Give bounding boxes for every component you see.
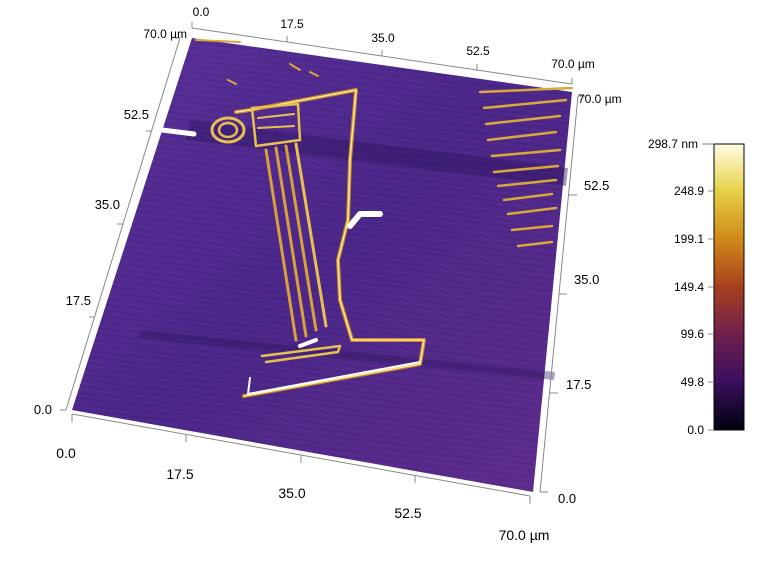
right-axis-tick: 70.0 µm <box>578 92 622 106</box>
colorbar-tick: 0.0 <box>687 423 704 437</box>
top-axis-tick: 0.0 <box>193 5 210 19</box>
ridge-coil <box>210 116 246 144</box>
colorbar-gradient <box>713 143 745 431</box>
spike <box>492 164 560 174</box>
surface-streaks <box>72 38 572 492</box>
colorbar-tick: 99.6 <box>681 327 705 341</box>
ridge-coil <box>217 121 239 139</box>
ridge-stripe <box>274 146 308 338</box>
spike <box>496 178 558 188</box>
right-axis: 0.0 17.5 35.0 52.5 70.0 µm <box>558 92 622 506</box>
surface-bright-feature <box>298 338 318 348</box>
surface-dark-band <box>138 330 555 380</box>
debris <box>309 71 319 77</box>
spike <box>482 98 568 110</box>
top-edge-debris <box>195 39 319 85</box>
right-axis-tick: 17.5 <box>566 377 591 392</box>
top-axis-tick: 17.5 <box>280 17 304 31</box>
right-axis-tick: 35.0 <box>574 272 599 287</box>
surface <box>72 38 574 492</box>
spike <box>502 192 554 202</box>
debris <box>289 63 301 71</box>
left-axis-tick: 70.0 µm <box>143 27 187 41</box>
bottom-axis: 0.0 17.5 35.0 52.5 70.0 µm <box>56 445 549 543</box>
colorbar-tick: 149.4 <box>674 280 704 294</box>
ridge-stripe <box>284 144 318 332</box>
spike <box>490 148 562 158</box>
colorbar-tick: 298.7 nm <box>648 137 698 151</box>
ridge-foot <box>247 361 421 395</box>
debris <box>227 79 237 85</box>
tick-marks <box>60 22 586 504</box>
bottom-axis-tick: 70.0 µm <box>499 527 550 543</box>
colorbar-ticks <box>702 143 714 431</box>
surface-bright-feature <box>159 127 197 137</box>
colorbar: 298.7 nm 248.9 199.1 149.4 99.6 49.8 0.0 <box>648 137 745 437</box>
colorbar-tick: 49.8 <box>681 375 705 389</box>
top-axis-tick: 35.0 <box>371 31 395 45</box>
ridge-coil-arm <box>257 125 295 129</box>
spike <box>510 224 554 232</box>
left-axis-tick: 35.0 <box>95 197 120 212</box>
bottom-axis-tick: 0.0 <box>56 445 76 461</box>
colorbar-tick: 248.9 <box>674 184 704 198</box>
ridge-foot <box>260 344 342 364</box>
left-axis: 0.0 17.5 35.0 52.5 70.0 µm <box>34 27 187 417</box>
spike <box>516 240 554 248</box>
surface-bright-feature <box>347 211 383 229</box>
spike <box>484 114 562 126</box>
surface-dark-band <box>186 120 568 186</box>
spike <box>478 86 574 94</box>
bottom-axis-tick: 52.5 <box>394 505 421 521</box>
spike <box>486 130 558 142</box>
ridge-stripe <box>294 142 328 328</box>
left-axis-tick: 0.0 <box>34 402 52 417</box>
top-axis-tick: 70.0 µm <box>551 57 595 71</box>
ridge-coil-arm <box>250 102 302 148</box>
debris <box>195 39 241 43</box>
ridge-structure <box>159 88 426 398</box>
bottom-axis-tick: 35.0 <box>278 485 305 501</box>
right-axis-tick: 52.5 <box>584 178 609 193</box>
ridge-coil-arm <box>257 113 295 119</box>
spike <box>506 206 558 216</box>
spike-rows <box>478 86 574 248</box>
bottom-axis-tick: 17.5 <box>166 466 193 482</box>
top-axis: 0.0 17.5 35.0 52.5 70.0 µm <box>193 5 595 71</box>
right-axis-tick: 0.0 <box>558 491 576 506</box>
colorbar-tick: 199.1 <box>674 232 704 246</box>
left-axis-tick: 52.5 <box>124 107 149 122</box>
ridge-outline-highlight <box>235 89 425 397</box>
left-axis-tick: 17.5 <box>66 293 91 308</box>
top-axis-tick: 52.5 <box>466 44 490 58</box>
ridge-stripe <box>264 148 298 342</box>
